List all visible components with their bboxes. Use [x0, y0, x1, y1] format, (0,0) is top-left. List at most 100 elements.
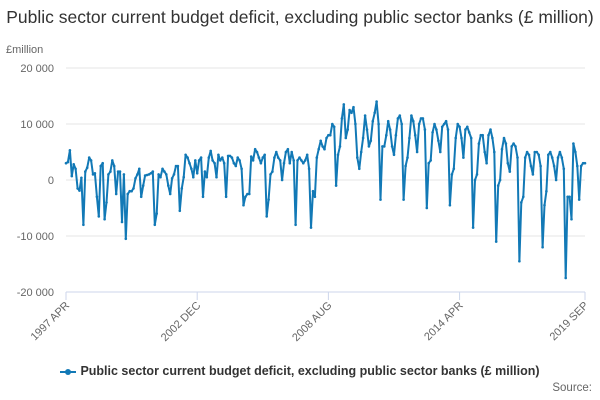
data-point[interactable] — [342, 103, 346, 106]
data-point[interactable] — [485, 161, 488, 165]
data-point[interactable] — [412, 119, 415, 123]
data-point[interactable] — [408, 136, 411, 140]
data-point[interactable] — [450, 173, 454, 176]
data-point[interactable] — [126, 192, 129, 196]
data-point[interactable] — [446, 128, 450, 131]
data-point[interactable] — [398, 114, 402, 117]
data-point[interactable] — [348, 108, 351, 112]
data-point[interactable] — [433, 122, 436, 126]
data-point[interactable] — [111, 159, 114, 162]
data-point[interactable] — [323, 147, 326, 151]
data-point[interactable] — [371, 119, 375, 123]
data-point[interactable] — [178, 209, 182, 213]
data-point[interactable] — [566, 195, 569, 199]
data-point[interactable] — [350, 111, 353, 115]
data-point[interactable] — [358, 167, 361, 171]
data-point[interactable] — [448, 203, 452, 207]
data-point[interactable] — [261, 156, 265, 159]
data-point[interactable] — [390, 145, 394, 148]
data-point[interactable] — [496, 184, 500, 187]
data-point[interactable] — [257, 156, 261, 159]
data-point[interactable] — [527, 153, 531, 157]
data-point[interactable] — [537, 153, 540, 157]
data-point[interactable] — [176, 164, 180, 168]
data-point[interactable] — [471, 226, 475, 229]
data-point[interactable] — [377, 122, 380, 126]
data-point[interactable] — [344, 136, 348, 140]
data-point[interactable] — [415, 150, 419, 154]
data-point[interactable] — [195, 172, 199, 175]
data-point[interactable] — [112, 164, 116, 168]
data-point[interactable] — [570, 217, 573, 221]
series-group[interactable] — [64, 100, 587, 280]
data-point[interactable] — [406, 156, 409, 159]
data-point[interactable] — [477, 142, 481, 145]
data-point[interactable] — [222, 161, 226, 165]
data-point[interactable] — [369, 139, 373, 143]
data-point[interactable] — [464, 128, 467, 131]
data-point[interactable] — [68, 149, 72, 152]
data-point[interactable] — [386, 119, 390, 123]
data-point[interactable] — [259, 161, 263, 165]
legend-item[interactable]: Public sector current budget deficit, ex… — [0, 364, 600, 378]
data-point[interactable] — [435, 128, 438, 131]
data-point[interactable] — [440, 125, 444, 129]
data-point[interactable] — [298, 156, 301, 159]
data-point[interactable] — [460, 136, 463, 140]
data-point[interactable] — [120, 220, 124, 224]
data-point[interactable] — [246, 192, 249, 196]
data-point[interactable] — [400, 122, 404, 126]
data-point[interactable] — [560, 156, 564, 159]
data-point[interactable] — [336, 153, 340, 157]
data-point[interactable] — [282, 161, 286, 165]
data-point[interactable] — [439, 150, 442, 154]
data-point[interactable] — [579, 164, 583, 168]
data-point[interactable] — [394, 133, 398, 137]
data-point[interactable] — [309, 226, 313, 229]
data-point[interactable] — [234, 164, 238, 168]
data-point[interactable] — [545, 189, 548, 193]
data-point[interactable] — [452, 167, 456, 171]
data-point[interactable] — [203, 170, 207, 173]
data-point[interactable] — [132, 187, 135, 190]
data-point[interactable] — [134, 177, 137, 180]
data-point[interactable] — [429, 159, 433, 162]
data-point[interactable] — [442, 122, 446, 126]
data-point[interactable] — [93, 172, 97, 175]
data-point[interactable] — [365, 128, 369, 131]
data-point[interactable] — [248, 192, 251, 196]
data-point[interactable] — [562, 167, 566, 171]
data-point[interactable] — [437, 139, 440, 143]
data-point[interactable] — [454, 136, 458, 140]
data-point[interactable] — [114, 192, 118, 196]
data-point[interactable] — [141, 184, 145, 187]
data-point[interactable] — [64, 161, 68, 165]
data-point[interactable] — [199, 156, 203, 159]
data-point[interactable] — [221, 156, 224, 159]
data-point[interactable] — [533, 150, 537, 154]
data-point[interactable] — [419, 117, 423, 120]
data-point[interactable] — [228, 154, 232, 158]
data-point[interactable] — [303, 159, 307, 162]
data-point[interactable] — [188, 161, 191, 165]
data-point[interactable] — [182, 175, 185, 179]
data-point[interactable] — [103, 217, 106, 221]
data-point[interactable] — [230, 156, 234, 159]
data-point[interactable] — [122, 173, 126, 176]
data-point[interactable] — [147, 173, 151, 176]
data-point[interactable] — [410, 114, 413, 117]
data-point[interactable] — [508, 170, 512, 173]
data-point[interactable] — [109, 170, 112, 173]
data-point[interactable] — [473, 178, 477, 182]
data-point[interactable] — [78, 189, 81, 192]
data-point[interactable] — [554, 178, 558, 182]
data-point[interactable] — [82, 223, 85, 227]
data-point[interactable] — [130, 189, 133, 193]
data-point[interactable] — [338, 145, 342, 148]
data-point[interactable] — [138, 167, 141, 171]
data-point[interactable] — [255, 150, 259, 154]
data-point[interactable] — [128, 189, 131, 193]
data-point[interactable] — [375, 100, 378, 103]
data-point[interactable] — [99, 164, 102, 168]
data-point[interactable] — [284, 150, 288, 154]
